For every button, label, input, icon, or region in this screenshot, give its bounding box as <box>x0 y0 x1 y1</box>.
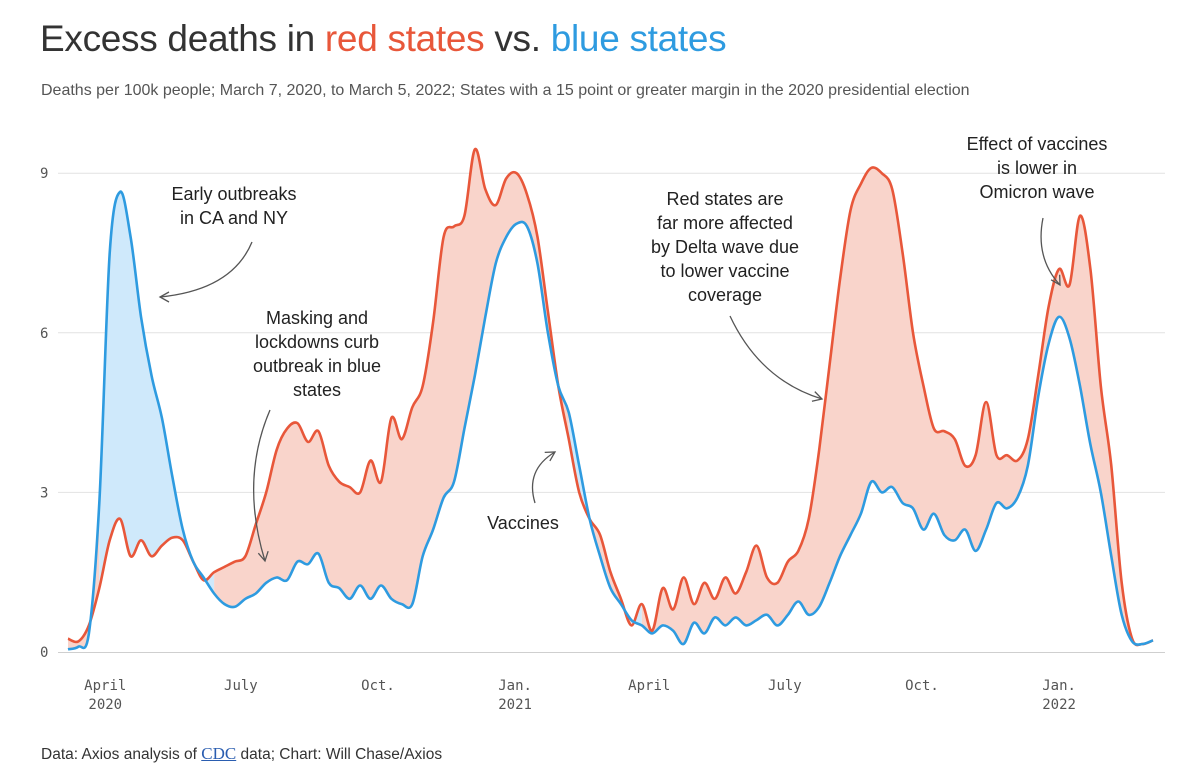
arrow-early <box>159 241 253 298</box>
x-tick-label: April <box>628 678 670 694</box>
annotation-early: Early outbreaks in CA and NY <box>171 184 296 228</box>
chart-footer: Data: Axios analysis of CDC data; Chart:… <box>41 744 442 764</box>
footer-prefix: Data: Axios analysis of <box>41 746 202 763</box>
arrow-omicron-head <box>1050 274 1061 287</box>
arrow-delta <box>729 315 823 400</box>
y-tick-label: 3 <box>40 485 48 501</box>
chart-title: Excess deaths in red states vs. blue sta… <box>40 18 727 60</box>
x-tick-label: April <box>84 678 126 694</box>
annotation-delta: Red states are far more affected by Delta … <box>651 189 799 305</box>
red-excess-area <box>214 148 569 608</box>
red-excess-area <box>641 167 1153 646</box>
x-tick-year: 2022 <box>1042 697 1076 713</box>
chart-subtitle: Deaths per 100k people; March 7, 2020, t… <box>41 82 970 99</box>
cdc-link[interactable]: CDC <box>201 744 237 763</box>
annotation-vaccines: Vaccines <box>487 513 559 533</box>
arrow-masking <box>252 409 271 562</box>
x-tick-year: 2020 <box>88 697 122 713</box>
x-tick-year: 2021 <box>498 697 532 713</box>
blue-excess-area <box>99 191 194 589</box>
x-axis: April 2020 July Oct. Jan. 2021 April July Oct. Ja… <box>84 678 1076 713</box>
arrow-early-head <box>158 291 170 303</box>
annotation-masking: Masking and lockdowns curb outbreak in blu… <box>253 308 381 400</box>
arrow-omicron <box>1040 217 1061 286</box>
footer-suffix: data; Chart: Will Chase/Axios <box>236 746 443 763</box>
x-tick-label: Jan. <box>498 678 532 694</box>
blue-states-line <box>67 190 1154 651</box>
title-middle: vs. <box>484 18 551 59</box>
y-tick-label: 6 <box>40 326 48 342</box>
arrow-delta-head <box>811 391 824 402</box>
x-tick-label: Oct. <box>361 678 395 694</box>
y-tick-label: 0 <box>40 645 48 661</box>
blue-excess-area <box>631 604 642 626</box>
title-red-states: red states <box>324 18 485 59</box>
x-tick-label: July <box>768 678 802 694</box>
arrow-vaccines-head <box>544 451 557 462</box>
x-tick-label: Jan. <box>1042 678 1076 694</box>
annotation-omicron: Effect of vaccines is lower in Omicron wav… <box>967 134 1108 202</box>
arrow-masking-head <box>257 550 269 563</box>
y-axis: 0 3 6 9 <box>40 166 48 661</box>
annotations: Early outbreaks in CA and NY Masking and lo… <box>158 134 1108 563</box>
red-states-line <box>67 147 1154 647</box>
arrow-vaccines <box>531 451 556 504</box>
x-tick-label: July <box>224 678 258 694</box>
title-blue-states: blue states <box>550 18 727 59</box>
y-tick-label: 9 <box>40 166 48 182</box>
title-prefix: Excess deaths in <box>40 18 325 59</box>
x-tick-label: Oct. <box>905 678 939 694</box>
series-lines <box>67 147 1154 651</box>
